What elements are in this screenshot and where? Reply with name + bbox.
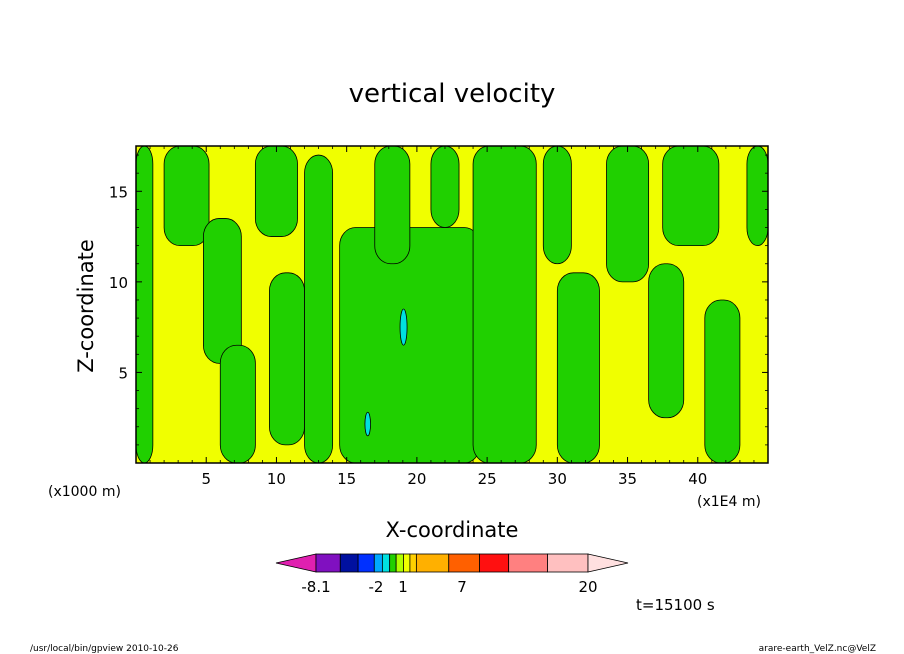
colorbar-swatch: [315, 553, 341, 573]
x-axis: 5 10 15 20 25 30 35 40: [149, 146, 755, 488]
colorbar-label: -8.1: [301, 578, 330, 596]
footer-left: /usr/local/bin/gpview 2010-10-26: [30, 644, 179, 654]
x-unit-right: (x1E4 m): [697, 494, 761, 510]
colorbar-swatch: [547, 553, 589, 573]
y-tick-label: 5: [118, 364, 128, 382]
y-tick-label: 15: [109, 183, 128, 201]
contour-region-cyan: [399, 308, 408, 346]
contour-region-green: [430, 146, 460, 228]
y-tick-label: 10: [109, 274, 128, 292]
contour-region-green: [374, 146, 411, 265]
contour-regions: [136, 146, 768, 463]
contour-region-green: [648, 263, 685, 419]
contour-region-green: [606, 146, 650, 283]
x-tick-label: 5: [201, 470, 211, 488]
y-axis: 5 10 15: [109, 154, 768, 446]
contour-region-green: [339, 227, 481, 463]
chart-title: vertical velocity: [349, 79, 556, 109]
x-tick-label: 40: [688, 470, 707, 488]
colorbar-swatch: [339, 553, 359, 573]
colorbar-label: 20: [578, 578, 597, 596]
contour-region-green: [203, 218, 242, 364]
x-axis-label: X-coordinate: [386, 518, 519, 542]
x-tick-label: 25: [478, 470, 497, 488]
colorbar-swatch: [409, 553, 417, 573]
contour-region-green: [746, 146, 768, 247]
colorbar-swatch: [389, 553, 397, 573]
colorbar-labels: -8.1 -2 1 7 20: [301, 578, 597, 596]
colorbar-swatch: [448, 553, 480, 573]
x-tick-label: 10: [267, 470, 286, 488]
colorbar-swatch: [381, 553, 391, 573]
footer-right: arare-earth_VelZ.nc@VelZ: [759, 644, 876, 654]
colorbar: [275, 553, 629, 573]
x-unit-left: (x1000 m): [48, 484, 121, 500]
plot-area: [136, 146, 768, 463]
contour-region-green: [163, 146, 210, 247]
contour-region-green: [219, 344, 256, 463]
contour-region-cyan: [364, 411, 371, 437]
colorbar-label: 1: [398, 578, 408, 596]
colorbar-swatch: [479, 553, 510, 573]
colorbar-swatch: [415, 553, 450, 573]
colorbar-swatch: [357, 553, 375, 573]
colorbar-label: -2: [369, 578, 384, 596]
y-axis-label: Z-coordinate: [74, 239, 98, 373]
contour-region-green: [662, 146, 720, 247]
contour-region-green: [136, 146, 154, 463]
contour-region-green: [254, 146, 298, 237]
contour-region-green: [556, 272, 600, 463]
contour-region-green: [542, 146, 572, 265]
colorbar-swatch: [373, 553, 383, 573]
colorbar-swatch: [403, 553, 411, 573]
contour-region-green: [704, 299, 741, 463]
colorbar-swatch: [395, 553, 404, 573]
x-tick-label: 15: [337, 470, 356, 488]
x-tick-label: 30: [548, 470, 567, 488]
x-tick-label: 20: [407, 470, 426, 488]
colorbar-label: 7: [457, 578, 467, 596]
contour-region-green: [304, 154, 334, 463]
colorbar-max-triangle: [587, 553, 629, 573]
time-label: t=15100 s: [636, 596, 715, 614]
x-tick-label: 35: [618, 470, 637, 488]
contour-region-green: [269, 272, 305, 446]
colorbar-swatch: [508, 553, 548, 573]
plot-frame: [135, 145, 769, 464]
colorbar-min-triangle: [275, 553, 317, 573]
contour-region-green: [472, 146, 537, 463]
